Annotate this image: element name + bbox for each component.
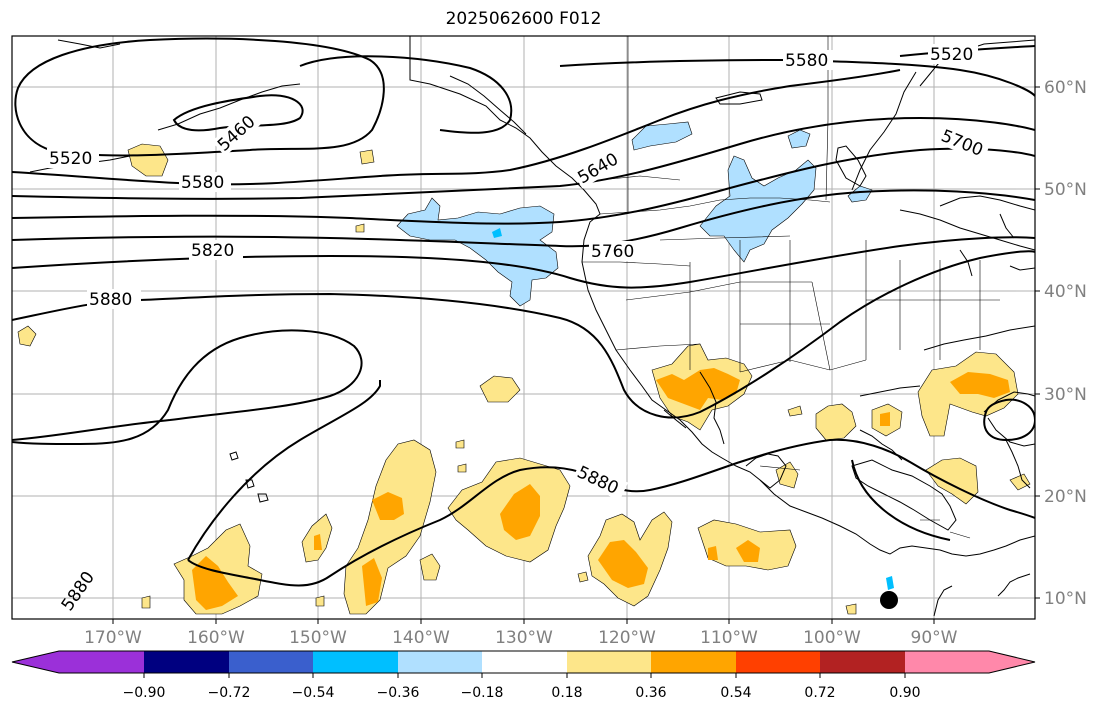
latitude-label: 50°N bbox=[1044, 180, 1087, 200]
colorbar-tick-label: −0.54 bbox=[292, 685, 335, 701]
colorbar-tick-label: −0.90 bbox=[123, 685, 166, 701]
negative-anomaly-areas bbox=[396, 121, 873, 307]
contour-label: 5580 bbox=[785, 51, 828, 71]
latitude-label: 10°N bbox=[1044, 589, 1087, 609]
colorbar-swatch bbox=[567, 651, 651, 673]
colorbar-tick-label: −0.18 bbox=[461, 685, 504, 701]
colorbar-swatch bbox=[820, 651, 905, 673]
longitude-label: 90°W bbox=[911, 628, 958, 648]
contour-label: 5520 bbox=[930, 45, 973, 65]
contour-label: 5580 bbox=[181, 173, 224, 193]
contour-label: 5880 bbox=[89, 290, 132, 310]
colorbar-swatch bbox=[905, 651, 989, 673]
colorbar-swatch bbox=[229, 651, 313, 673]
storm-marker-icon bbox=[880, 591, 898, 609]
contour-label: 5520 bbox=[49, 149, 92, 169]
longitude-label: 100°W bbox=[803, 628, 861, 648]
colorbar-swatch bbox=[736, 651, 820, 673]
contour-label: 5760 bbox=[591, 242, 634, 262]
strong-negative-anomaly-areas bbox=[492, 228, 894, 590]
colorbar-swatch bbox=[651, 651, 736, 673]
latitude-label: 20°N bbox=[1044, 487, 1087, 507]
longitude-label: 120°W bbox=[598, 628, 656, 648]
colorbar-tick-label: 0.18 bbox=[551, 685, 582, 701]
longitude-label: 170°W bbox=[84, 628, 142, 648]
latitude-label: 40°N bbox=[1044, 282, 1087, 302]
colorbar-outline bbox=[11, 650, 1036, 674]
contour-label-group: 5580 5520 5460 5520 5580 5640 5700 bbox=[47, 44, 991, 615]
colorbar-swatch bbox=[398, 651, 482, 673]
longitude-label: 130°W bbox=[495, 628, 553, 648]
colorbar-tick-label: −0.36 bbox=[377, 685, 420, 701]
longitude-label: 140°W bbox=[392, 628, 450, 648]
axis-ticks bbox=[112, 86, 1040, 624]
latitude-label: 30°N bbox=[1044, 385, 1087, 405]
colorbar-swatch bbox=[313, 651, 398, 673]
colorbar-tick-label: 0.54 bbox=[720, 685, 751, 701]
colorbar-swatch bbox=[59, 651, 144, 673]
colorbar-tick-label: 0.90 bbox=[889, 685, 920, 701]
map-title: 2025062600 F012 bbox=[445, 9, 602, 29]
longitude-labels: 170°W 160°W 150°W 140°W 130°W 120°W 110°… bbox=[84, 628, 958, 648]
latitude-labels: 60°N 50°N 40°N 30°N 20°N 10°N bbox=[1044, 78, 1087, 609]
latitude-label: 60°N bbox=[1044, 78, 1087, 98]
colorbar-extend-low bbox=[12, 651, 59, 673]
colorbar-swatch bbox=[144, 651, 229, 673]
contour-label: 5820 bbox=[191, 241, 234, 261]
strong-positive-anomaly-areas bbox=[192, 368, 1010, 610]
colorbar-tick-label: 0.72 bbox=[804, 685, 835, 701]
colorbar-swatch bbox=[482, 651, 567, 673]
colorbar-tick-label: 0.36 bbox=[635, 685, 666, 701]
longitude-label: 150°W bbox=[289, 628, 347, 648]
political-boundaries bbox=[582, 36, 1000, 539]
colorbar-extend-high bbox=[989, 651, 1035, 673]
colorbar: −0.90 −0.72 −0.54 −0.36 −0.18 0.18 0.36 … bbox=[11, 650, 1036, 701]
longitude-label: 110°W bbox=[700, 628, 758, 648]
colorbar-tick-label: −0.72 bbox=[208, 685, 251, 701]
longitude-label: 160°W bbox=[187, 628, 245, 648]
